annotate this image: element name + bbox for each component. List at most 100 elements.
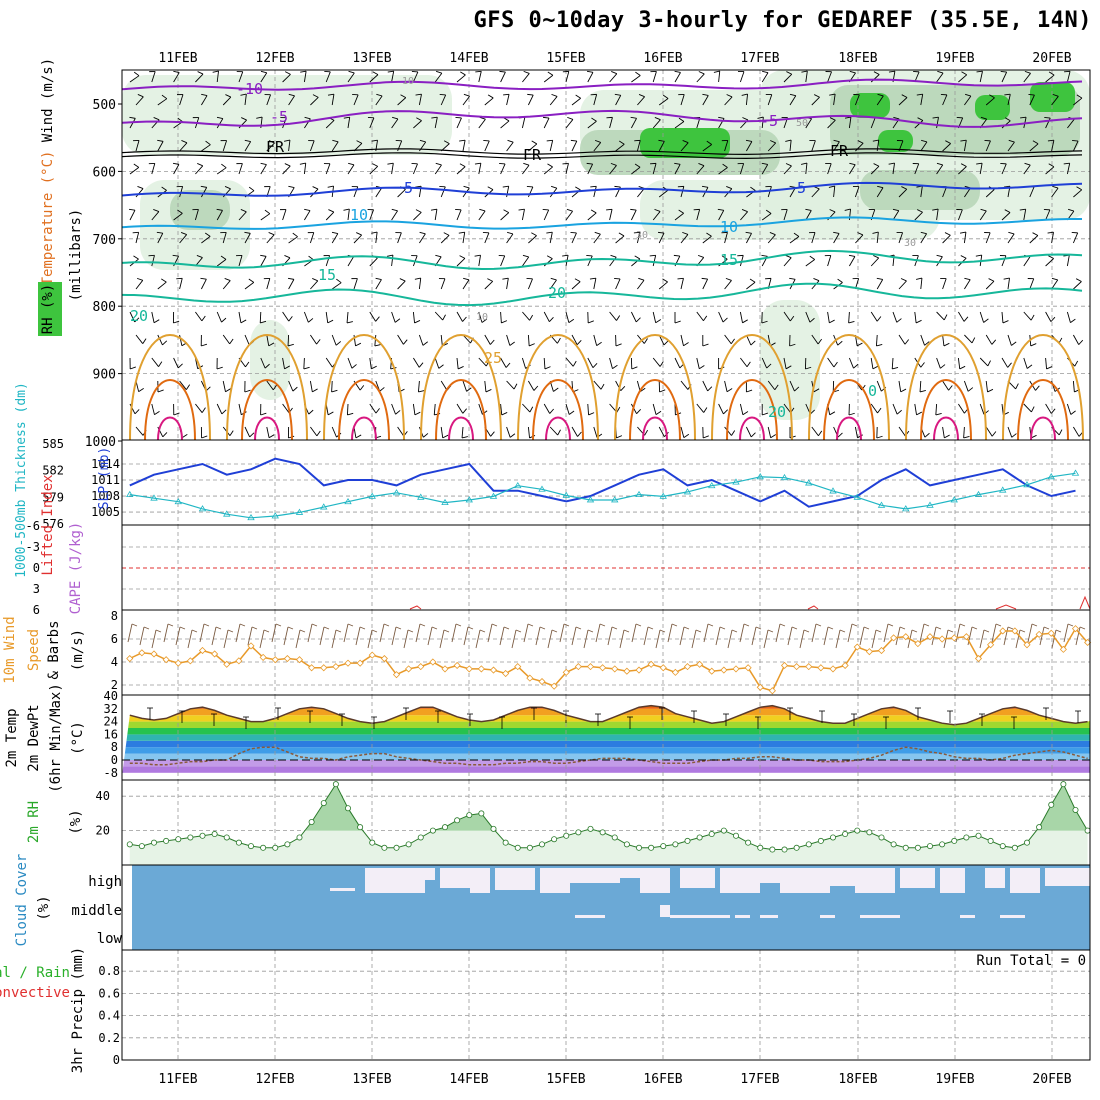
wind-barb-flag	[158, 361, 163, 367]
x-tick-label-top: 18FEB	[838, 51, 877, 66]
pressure-tick-label: 700	[93, 233, 116, 248]
li-marker	[807, 605, 819, 610]
wind-barb	[135, 334, 144, 344]
wind-barb	[805, 311, 811, 323]
wind-barb	[936, 72, 944, 83]
wind-speed-marker	[623, 667, 631, 675]
surface-wind-barb-flag	[803, 629, 810, 633]
wind-barb-flag	[900, 388, 907, 393]
wind-barb	[462, 279, 470, 290]
wind-barb-flag	[682, 140, 689, 144]
wind-barb-flag	[229, 430, 234, 436]
wind-barb	[484, 334, 491, 345]
contour-label-minus5: -5	[760, 112, 778, 130]
wind-barb	[369, 403, 377, 414]
wind-speed-marker	[429, 658, 437, 666]
wind-barb	[833, 233, 840, 244]
wind-barb-flag	[462, 316, 467, 322]
wind-barb	[696, 73, 705, 83]
wind-barb-flag	[489, 339, 495, 345]
diurnal-contour	[614, 334, 696, 441]
wind-barb	[309, 232, 315, 244]
wind-barb	[310, 280, 319, 290]
wind-barb	[870, 117, 876, 129]
surface-wind-barb-flag	[239, 623, 246, 627]
thickness-marker	[271, 512, 279, 519]
wind-barb	[478, 163, 482, 175]
wind-barb-flag	[677, 277, 684, 280]
wind-barb-flag	[260, 70, 267, 74]
surface-wind-barb-flag	[155, 629, 162, 633]
wind-speed-marker	[441, 665, 449, 673]
wind-barb-flag	[1035, 385, 1040, 391]
wind-barb	[216, 118, 224, 129]
wind-barb	[849, 164, 856, 175]
wind-barb-flag	[731, 430, 736, 436]
wind-barb	[310, 97, 319, 106]
wind-barb-flag	[485, 389, 492, 393]
wind-barb-flag	[229, 338, 234, 345]
wind-barb	[636, 140, 641, 152]
wind-barb-flag	[527, 93, 534, 96]
temp-tick-label: 16	[104, 727, 118, 741]
wind-barb	[522, 256, 530, 267]
wind-barb-flag	[501, 412, 508, 416]
wind-speed-marker	[538, 677, 546, 686]
wind-barb-flag	[989, 94, 995, 99]
wind-barb-flag	[248, 278, 255, 283]
wind-barb-flag	[542, 208, 549, 211]
li-tick-label: 3	[33, 582, 40, 596]
surface-wind-barb	[247, 626, 253, 646]
wind-speed-marker	[987, 641, 995, 649]
wind-barb	[506, 233, 514, 244]
wind-barb-flag	[801, 162, 808, 165]
temp-tick-label: 0	[111, 753, 118, 767]
surface-wind-barb-flag	[599, 623, 606, 627]
wind-barb-flag	[292, 232, 298, 238]
wind-barb	[500, 163, 506, 175]
rh-marker	[963, 834, 970, 841]
wind-barb	[631, 118, 637, 129]
wind-barb	[783, 311, 791, 322]
wind-barb-flag	[374, 344, 381, 347]
wind-barb-flag	[703, 407, 708, 413]
wind-barb-flag	[785, 255, 792, 259]
wind-barb-flag	[873, 163, 880, 167]
x-tick-label-top: 14FEB	[449, 51, 488, 66]
wind-barb-flag	[785, 365, 792, 370]
surface-wind-barb	[1063, 623, 1069, 643]
rh-shade-light	[760, 300, 820, 420]
wind-barb-flag	[528, 343, 535, 347]
wind-barb-flag	[566, 208, 573, 212]
wind-barb-flag	[501, 320, 508, 324]
contour-label-freezing: FR	[266, 138, 285, 156]
rh-marker	[648, 844, 655, 851]
wind-barb	[391, 311, 396, 323]
thickness-marker	[1023, 481, 1031, 488]
wind-barb-flag	[474, 254, 481, 257]
wind-barb	[718, 71, 721, 83]
wind-barb-flag	[499, 70, 506, 73]
wind-barb	[309, 380, 313, 392]
wind-barb-flag	[161, 278, 167, 283]
wind-barb-flag	[308, 409, 314, 415]
rh-area	[129, 784, 1088, 865]
wind-barb	[549, 96, 558, 106]
wind-barb-flag	[588, 412, 595, 416]
wind-barb-flag	[355, 342, 362, 347]
wind-speed-marker	[1047, 629, 1055, 637]
x-tick-label-bottom: 11FEB	[158, 1072, 197, 1087]
wind-barb-flag	[742, 319, 748, 324]
wind-speed-marker	[805, 663, 813, 671]
wind-barb-flag	[458, 231, 465, 234]
wind-barb	[805, 210, 812, 221]
wind-speed-marker	[174, 659, 182, 667]
surface-wind-barb-flag	[743, 623, 750, 627]
wind-barb-flag	[766, 363, 772, 369]
wind-barb-flag	[901, 94, 908, 98]
wind-barb	[456, 166, 466, 175]
wind-barb	[920, 334, 925, 346]
wind-barb	[920, 233, 928, 244]
wind-barb	[151, 71, 156, 83]
wind-barb-flag	[148, 254, 155, 257]
